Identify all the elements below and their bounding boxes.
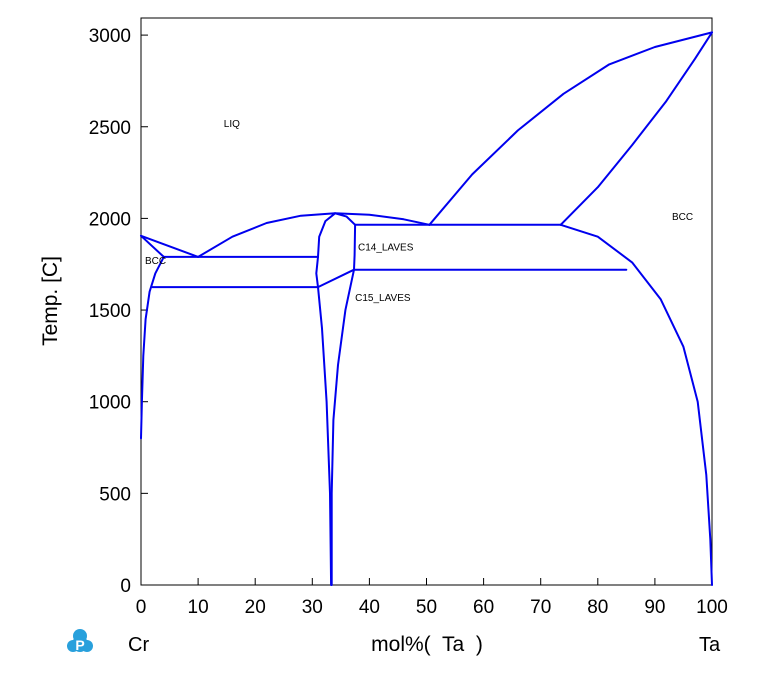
region-label: C14_LAVES (358, 242, 414, 253)
svg-text:P: P (75, 637, 84, 653)
left-element-label: Cr (128, 634, 149, 656)
phase-boundary-line (140, 234, 165, 258)
phase-boundary-line (317, 212, 337, 258)
app-logo-icon: P (67, 629, 93, 653)
y-tick-label: 0 (120, 576, 131, 597)
y-tick-label: 1000 (89, 393, 131, 414)
region-labels: LIQ BCC BCC C14_LAVES C15_LAVES (145, 119, 693, 304)
region-label: BCC (145, 256, 166, 267)
region-label: C15_LAVES (355, 293, 411, 304)
x-axis-title: mol%( Ta ) (371, 633, 483, 656)
x-tick-label: 90 (644, 597, 665, 618)
region-label: LIQ (224, 119, 240, 130)
phase-boundary-line (428, 31, 713, 226)
x-tick-label: 20 (245, 597, 266, 618)
y-tick-label: 500 (99, 484, 131, 505)
region-label: BCC (672, 212, 693, 223)
phase-boundary-line (317, 268, 355, 289)
plot-frame (140, 17, 713, 586)
x-tick-label: 0 (136, 597, 147, 618)
phase-boundary-line (353, 223, 357, 271)
right-element-label: Ta (699, 634, 721, 656)
phase-boundary-line (315, 255, 333, 586)
y-axis-title: Temp. [C] (39, 256, 62, 346)
x-tick-label: 80 (587, 597, 608, 618)
x-tick-label: 60 (473, 597, 494, 618)
axis-ticks: 0 10 20 30 40 50 60 70 80 90 100050010001500200025… (89, 26, 728, 618)
phase-boundary-line (559, 223, 713, 586)
phase-boundary-line (140, 234, 200, 258)
x-tick-label: 100 (696, 597, 728, 618)
phase-boundary-line (330, 268, 355, 586)
x-tick-label: 40 (359, 597, 380, 618)
x-tick-label: 30 (302, 597, 323, 618)
phase-boundaries (140, 31, 713, 586)
y-tick-label: 2000 (89, 209, 131, 230)
phase-boundary-line (197, 212, 431, 258)
y-tick-label: 2500 (89, 118, 131, 139)
y-tick-label: 1500 (89, 301, 131, 322)
phase-boundary-line (559, 31, 713, 226)
y-tick-label: 3000 (89, 26, 131, 47)
x-tick-label: 10 (188, 597, 209, 618)
phase-boundary-line (334, 212, 357, 226)
phase-boundary-line (140, 255, 165, 440)
x-tick-label: 50 (416, 597, 437, 618)
x-tick-label: 70 (530, 597, 551, 618)
